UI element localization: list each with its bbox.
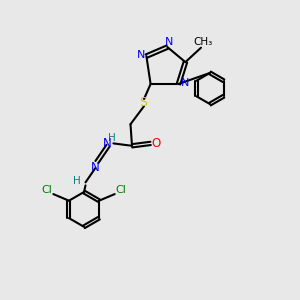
Text: N: N (102, 137, 111, 150)
Text: CH₃: CH₃ (193, 37, 212, 47)
Text: N: N (91, 161, 100, 174)
Text: H: H (108, 133, 116, 143)
Text: Cl: Cl (116, 185, 127, 196)
Text: O: O (152, 137, 160, 150)
Text: N: N (181, 78, 189, 88)
Text: Cl: Cl (41, 185, 52, 196)
Text: S: S (140, 96, 147, 109)
Text: H: H (73, 176, 81, 186)
Text: N: N (164, 37, 173, 47)
Text: N: N (137, 50, 145, 61)
